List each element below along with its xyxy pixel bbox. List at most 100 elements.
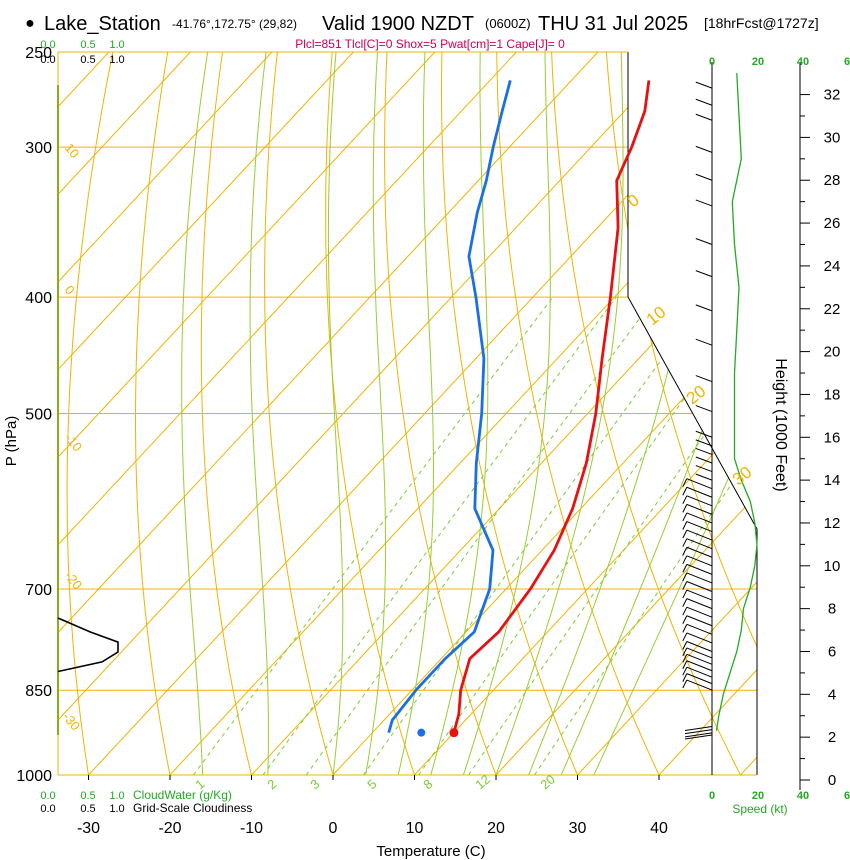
isotherm-line [58, 52, 436, 775]
wind-barb-shaft [686, 486, 713, 498]
wind-barb-shaft [686, 478, 713, 490]
wind-barb-shaft [686, 503, 713, 515]
mixing-ratio-label: 2 [264, 776, 279, 792]
bottom-black-scale-label: 1.0 [109, 803, 124, 815]
moist-adiabat [495, 52, 624, 775]
wind-barb-flag [682, 487, 688, 496]
height-tick-label: 20 [824, 344, 841, 361]
wind-barb-flag [682, 666, 688, 676]
wind-barb [682, 572, 713, 584]
wind-barb-shaft [695, 98, 713, 106]
dry-adiabat [384, 52, 497, 775]
top-black-scale-label: 1.0 [109, 54, 124, 66]
dry-adiabat [135, 52, 171, 775]
wind-barb-shaft [686, 581, 713, 592]
isotherm-line [58, 52, 680, 775]
height-tick-label: 12 [824, 515, 841, 532]
wind-barb [682, 589, 713, 601]
mixing-ratio-line [534, 296, 757, 775]
wind-barb-flag [682, 615, 688, 624]
forecast-hour: [18hrFcst@1727z] [704, 15, 819, 31]
temperature-tick-label: -20 [158, 820, 181, 837]
speed-top-label: 0 [709, 56, 715, 68]
mixing-ratio-label: 8 [420, 776, 435, 792]
temperature-tick-label: 40 [650, 820, 668, 837]
wind-barb-flag [682, 632, 688, 642]
valid-time: Valid 1900 NZDT [322, 13, 474, 35]
forecast-date: THU 31 Jul 2025 [538, 13, 688, 35]
wind-barb-shaft [695, 338, 713, 346]
wind-barb-shaft [686, 589, 713, 601]
wind-barb [695, 447, 713, 455]
moist-adiabat [397, 52, 434, 775]
wind-barb-flag [682, 641, 688, 650]
wind-barb [682, 538, 713, 550]
temperature-tick-label: 10 [406, 820, 424, 837]
station-marker-icon: ● [25, 15, 35, 32]
wind-barb-shaft [695, 113, 713, 121]
frame-right [627, 52, 758, 775]
station-name: Lake_Station [44, 13, 161, 35]
wind-barb [682, 598, 713, 610]
dry-adiabat [440, 52, 578, 775]
height-tick-label: 26 [824, 215, 841, 232]
wind-barb-shaft [686, 660, 713, 672]
height-tick-label: 14 [824, 472, 841, 489]
moist-adiabat [528, 52, 710, 775]
wind-barb [682, 521, 713, 532]
top-green-scale-label: 0.5 [80, 39, 95, 51]
mixing-ratio-label: 3 [307, 776, 322, 792]
wind-barb [695, 145, 713, 153]
isotherm-line [58, 52, 354, 775]
pressure-label: 300 [25, 140, 52, 157]
temperature-tick-label: 30 [569, 820, 587, 837]
bottom-green-scale-label: 1.0 [109, 790, 124, 802]
wind-barb-shaft [686, 666, 713, 678]
temperature-tick-label: -30 [77, 820, 100, 837]
wind-barb-shaft [686, 546, 713, 558]
wind-speed-line [715, 73, 758, 731]
height-tick-label: 8 [828, 601, 836, 618]
mixing-ratio-label: 5 [364, 776, 379, 792]
wind-barb-shaft [686, 606, 713, 618]
moist-adiabat [249, 52, 269, 775]
wind-barb [682, 673, 713, 685]
dry-adiabat [200, 52, 252, 775]
y-axis-title: P (hPa) [3, 416, 20, 467]
wind-barb-flag [682, 564, 688, 573]
isotherm-line [58, 52, 599, 775]
wind-barb [682, 647, 713, 659]
speed-axis-label: Speed (kt) [732, 802, 787, 816]
wind-barb [682, 555, 713, 567]
moist-adiabat [365, 52, 387, 775]
bottom-green-scale-label: 0.0 [40, 790, 55, 802]
wind-barb-shaft [686, 641, 713, 652]
wind-barb [695, 98, 713, 106]
wind-barb-shaft [684, 734, 713, 740]
dry-adiabat [496, 52, 660, 775]
height-tick-label: 24 [824, 258, 841, 275]
wind-barb [695, 405, 713, 413]
wind-barb-shaft [695, 199, 713, 207]
mixing-ratio-line [192, 296, 554, 775]
surface-dewpoint-dot [417, 728, 426, 737]
cloudiness-line [57, 617, 119, 673]
wind-barb [695, 304, 713, 312]
wind-barb [695, 473, 713, 481]
wind-barb-shaft [686, 495, 713, 507]
wind-barb [682, 606, 713, 618]
wind-barb-shaft [695, 465, 713, 473]
wind-barb-flag [682, 679, 688, 689]
wind-barb [682, 529, 713, 541]
wind-barb-flag [682, 547, 688, 556]
data-layer [57, 73, 758, 740]
isotherm-line [58, 52, 517, 775]
wind-barb-shaft [686, 512, 713, 524]
adiabat-label: 0 [624, 190, 643, 211]
wind-barb [682, 679, 713, 691]
wind-barb [695, 81, 713, 89]
speed-bottom-label: 40 [797, 790, 809, 802]
wind-barb [695, 113, 713, 121]
wind-barb [684, 729, 713, 735]
wind-barb-shaft [686, 615, 713, 627]
